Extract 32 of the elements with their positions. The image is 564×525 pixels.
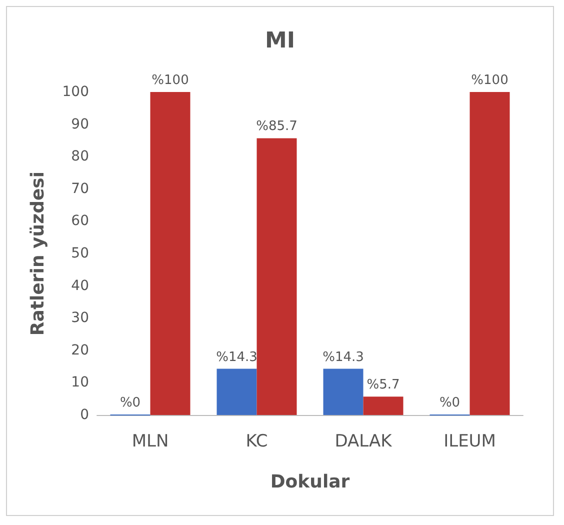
data-label: %14.3 (216, 350, 258, 365)
y-axis-title: Ratlerin yüzdesi (28, 171, 48, 336)
data-label: %5.7 (366, 378, 400, 393)
y-tick-label: 30 (71, 310, 89, 326)
x-axis-title: Dokular (270, 472, 350, 492)
y-tick-label: 70 (71, 180, 89, 197)
chart-title: MI (264, 28, 296, 54)
x-tick-label: MLN (132, 432, 169, 452)
y-tick-label: 60 (71, 213, 89, 230)
bar (363, 396, 404, 415)
bar (216, 368, 257, 415)
data-label: %14.3 (322, 350, 364, 365)
y-tick-label: 20 (71, 342, 89, 358)
data-label: %85.7 (256, 119, 298, 134)
data-label: %0 (439, 396, 460, 410)
bar (150, 92, 190, 415)
x-tick-label: DALAK (334, 432, 393, 452)
y-tick-label: 100 (62, 84, 89, 100)
bar (470, 92, 510, 415)
bar (323, 368, 364, 415)
y-tick-label: 0 (80, 407, 89, 423)
bar (256, 138, 297, 415)
y-tick-label: 10 (71, 374, 89, 391)
x-tick-label: ILEUM (444, 432, 496, 452)
y-tick-label: 40 (71, 278, 89, 294)
y-tick-label: 80 (71, 148, 89, 165)
data-label: %0 (120, 396, 141, 410)
y-tick-label: 90 (71, 116, 89, 132)
x-tick-label: KC (246, 432, 268, 452)
data-label: %100 (471, 73, 508, 88)
data-label: %100 (152, 73, 189, 88)
y-tick-label: 50 (71, 246, 89, 262)
